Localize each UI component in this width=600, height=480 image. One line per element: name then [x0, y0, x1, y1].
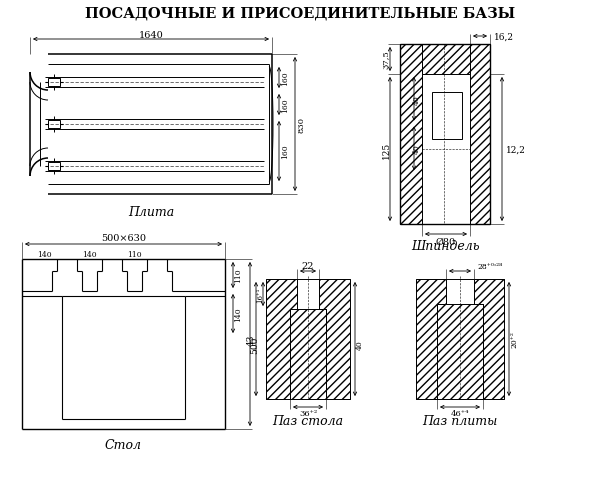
Text: ПОСАДОЧНЫЕ И ПРИСОЕДИНИТЕЛЬНЫЕ БАЗЫ: ПОСАДОЧНЫЕ И ПРИСОЕДИНИТЕЛЬНЫЕ БАЗЫ: [85, 6, 515, 20]
Text: 46⁺⁴: 46⁺⁴: [451, 409, 469, 417]
Text: 36⁺²: 36⁺²: [299, 409, 317, 417]
Text: Ø80: Ø80: [436, 237, 456, 246]
Polygon shape: [474, 279, 504, 399]
Polygon shape: [266, 279, 297, 399]
Text: Паз плиты: Паз плиты: [422, 415, 497, 428]
Text: 40: 40: [356, 339, 364, 349]
Text: 28⁺⁰'²⁸: 28⁺⁰'²⁸: [477, 263, 502, 270]
Text: Стол: Стол: [105, 439, 142, 452]
Text: 140: 140: [234, 307, 242, 321]
Text: Шпиндель: Шпиндель: [411, 240, 479, 253]
Polygon shape: [416, 279, 446, 399]
Text: 500×630: 500×630: [101, 234, 146, 243]
Text: 830: 830: [297, 117, 305, 133]
Text: 37,5: 37,5: [382, 50, 390, 69]
Text: 12,2: 12,2: [506, 145, 526, 154]
Text: 110: 110: [234, 268, 242, 283]
Bar: [48, 79, 60, 87]
Text: 20⁺²: 20⁺²: [510, 331, 518, 348]
Text: 500: 500: [251, 336, 260, 353]
Bar: [422, 75, 470, 225]
Text: Паз стола: Паз стола: [272, 415, 344, 428]
Polygon shape: [290, 309, 326, 399]
Text: 140: 140: [37, 251, 52, 258]
Text: 160: 160: [281, 71, 289, 85]
Text: 160: 160: [281, 144, 289, 159]
Polygon shape: [400, 45, 422, 225]
Text: 43: 43: [247, 334, 256, 345]
Bar: [48, 163, 60, 171]
Polygon shape: [437, 304, 483, 399]
Bar: [297, 279, 319, 309]
Text: 22: 22: [302, 262, 314, 271]
Text: 140: 140: [82, 251, 97, 258]
Text: Плита: Плита: [128, 206, 174, 219]
Text: 110: 110: [127, 251, 142, 258]
Text: 125: 125: [382, 141, 391, 158]
Bar: [48, 121, 60, 129]
Text: 40: 40: [413, 95, 421, 105]
Text: 1640: 1640: [139, 30, 163, 39]
Polygon shape: [319, 279, 350, 399]
Polygon shape: [422, 45, 470, 75]
Text: 160: 160: [281, 98, 289, 113]
Bar: [432, 93, 462, 140]
Polygon shape: [470, 45, 490, 225]
Text: 16⁺¹: 16⁺¹: [256, 287, 264, 302]
Text: 16,2: 16,2: [494, 33, 514, 41]
Bar: [446, 279, 474, 304]
Text: 40: 40: [413, 144, 421, 154]
